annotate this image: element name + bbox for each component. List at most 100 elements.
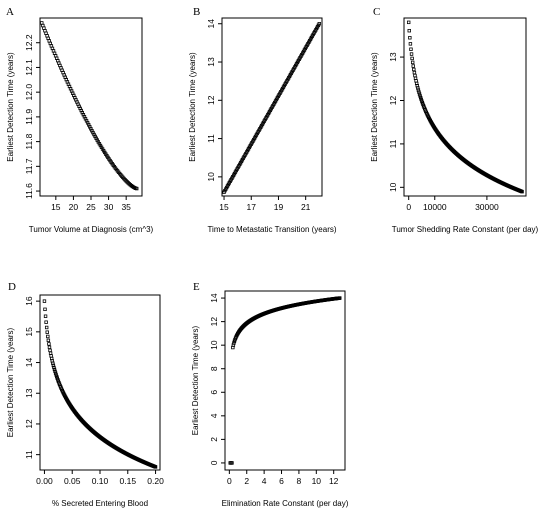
y-tick-label: 11.7 <box>24 158 34 174</box>
y-tick-label: 10 <box>209 340 219 350</box>
data-point <box>413 73 417 78</box>
x-axis-title: Tumor Volume at Diagnosis (cm^3) <box>29 225 154 234</box>
data-point <box>412 67 416 72</box>
x-tick-label: 17 <box>247 202 257 212</box>
y-tick-label: 10 <box>206 172 216 182</box>
x-tick-label: 4 <box>262 476 267 486</box>
data-point <box>53 371 58 375</box>
y-tick-label: 6 <box>209 390 219 395</box>
data-point <box>338 296 342 300</box>
y-axis-title: Earliest Detection Time (years) <box>6 52 15 162</box>
y-tick-label: 11.6 <box>24 183 34 199</box>
y-tick-label: 11 <box>24 450 34 459</box>
data-point <box>43 314 48 318</box>
data-point <box>51 361 55 365</box>
x-tick-label: 19 <box>274 202 284 212</box>
y-axis-title: Earliest Detection Time (years) <box>370 52 379 162</box>
y-tick-label: 10 <box>388 182 398 192</box>
plot-frame <box>403 17 527 197</box>
data-point <box>45 330 49 334</box>
data-point <box>408 42 413 46</box>
data-point <box>52 365 56 370</box>
y-tick-label: 14 <box>24 358 34 368</box>
x-tick-label: 15 <box>219 202 229 212</box>
panel-letter: D <box>8 281 16 293</box>
data-point <box>44 325 49 330</box>
data-point <box>417 92 422 96</box>
y-tick-label: 12.0 <box>24 84 34 101</box>
y-tick-label: 14 <box>206 19 216 29</box>
y-tick-label: 2 <box>209 437 219 442</box>
y-tick-label: 12 <box>209 317 219 327</box>
data-point <box>406 20 411 25</box>
x-tick-label: 0 <box>406 202 411 212</box>
panel-letter: E <box>193 281 200 293</box>
x-tick-label: 0.15 <box>120 476 137 486</box>
x-tick-label: 10000 <box>423 202 447 212</box>
data-point <box>46 334 50 339</box>
y-tick-label: 14 <box>209 293 219 303</box>
data-point <box>409 47 413 51</box>
x-tick-label: 0.10 <box>92 476 109 486</box>
data-point <box>412 70 417 75</box>
y-tick-label: 8 <box>209 366 219 371</box>
x-tick-label: 30 <box>104 202 114 212</box>
x-axis-title: Tumor Shedding Rate Constant (per day) <box>392 225 539 234</box>
x-tick-label: 0 <box>227 476 232 486</box>
x-axis-title: Time to Metastatic Transition (years) <box>207 225 336 234</box>
x-tick-label: 30000 <box>475 202 499 212</box>
y-tick-label: 13 <box>388 52 398 62</box>
data-point <box>47 342 51 346</box>
y-tick-label: 12 <box>388 95 398 105</box>
data-point <box>410 60 415 65</box>
y-axis-title: Earliest Detection Time (years) <box>188 52 197 162</box>
x-tick-label: 2 <box>244 476 249 486</box>
x-tick-label: 0.00 <box>36 476 53 486</box>
y-tick-label: 11 <box>206 134 216 143</box>
data-point <box>52 367 57 372</box>
x-tick-label: 35 <box>121 202 131 212</box>
y-axis-title: Earliest Detection Time (years) <box>6 327 15 437</box>
data-point <box>46 338 51 343</box>
data-point <box>232 341 236 345</box>
x-tick-label: 20 <box>69 202 79 212</box>
x-tick-label: 8 <box>297 476 302 486</box>
panel-letter: C <box>373 6 380 18</box>
data-point <box>47 345 52 349</box>
data-point <box>520 189 524 194</box>
data-point <box>418 95 423 100</box>
x-tick-label: 0.05 <box>64 476 81 486</box>
x-tick-label: 12 <box>329 476 339 486</box>
y-tick-label: 12.2 <box>24 34 34 51</box>
x-axis-title: % Secreted Entering Blood <box>52 499 148 508</box>
panel-a: A 15 20 25 30 35 11.6 11.7 11.8 11.9 12.0 12.1 12.2 T… <box>6 6 154 234</box>
y-tick-label: 0 <box>209 460 219 465</box>
data-point <box>43 307 47 312</box>
data-point <box>51 363 56 368</box>
data-point <box>418 94 422 98</box>
panel-d: D 0.00 0.05 0.10 0.15 0.20 11 12 13 14 15 16 % Secre… <box>6 281 164 508</box>
x-axis-title: Elimination Rate Constant (per day) <box>222 499 349 508</box>
y-tick-label: 11.8 <box>24 133 34 149</box>
data-point <box>410 56 414 61</box>
data-point <box>407 28 411 33</box>
data-point <box>408 36 412 40</box>
data-point <box>317 22 321 26</box>
x-tick-label: 21 <box>301 202 311 212</box>
data-point <box>48 351 53 355</box>
plot-frame <box>224 290 346 471</box>
y-tick-label: 13 <box>24 388 34 398</box>
data-point <box>411 64 415 68</box>
y-tick-label: 15 <box>24 327 34 337</box>
data-point <box>42 299 47 303</box>
data-point <box>153 465 158 469</box>
x-tick-label: 6 <box>279 476 284 486</box>
panel-e: E 0 2 4 6 8 10 12 0 2 4 6 8 10 12 14 Elimination Rate Co… <box>191 281 349 508</box>
y-axis-title: Earliest Detection Time (years) <box>191 325 200 435</box>
x-tick-label: 15 <box>51 202 61 212</box>
x-tick-label: 0.20 <box>147 476 164 486</box>
plot-frame <box>39 17 143 197</box>
data-point <box>230 461 234 465</box>
panel-b: B 15 17 19 21 10 11 12 13 14 Time to Metastatic Tr… <box>188 6 337 234</box>
y-tick-label: 11 <box>388 139 398 148</box>
